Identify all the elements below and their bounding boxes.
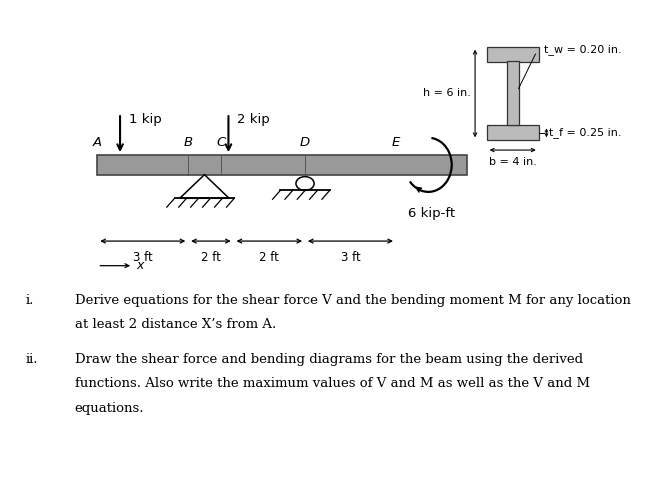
Text: x: x — [136, 259, 143, 272]
Text: t_w = 0.20 in.: t_w = 0.20 in. — [544, 44, 622, 55]
Circle shape — [296, 177, 314, 190]
Text: t_f = 0.25 in.: t_f = 0.25 in. — [549, 127, 622, 138]
Bar — [487, 47, 539, 62]
Text: b = 4 in.: b = 4 in. — [489, 157, 537, 167]
Text: at least 2 distance X’s from A.: at least 2 distance X’s from A. — [75, 318, 276, 331]
Text: ii.: ii. — [26, 353, 38, 366]
Bar — [507, 62, 519, 125]
Text: 1 kip: 1 kip — [129, 113, 161, 126]
Text: 2 kip: 2 kip — [237, 113, 269, 126]
Text: 2 ft: 2 ft — [260, 251, 279, 264]
Text: 6 kip‑ft: 6 kip‑ft — [408, 207, 455, 219]
Text: D: D — [300, 136, 310, 149]
Text: A: A — [93, 136, 102, 149]
Text: 3 ft: 3 ft — [341, 251, 360, 264]
Text: 3 ft: 3 ft — [133, 251, 153, 264]
Text: Derive equations for the shear force V and the bending moment M for any location: Derive equations for the shear force V a… — [75, 294, 631, 307]
Polygon shape — [180, 175, 229, 198]
Text: h = 6 in.: h = 6 in. — [422, 89, 471, 98]
Text: B: B — [184, 136, 193, 149]
Bar — [97, 155, 467, 175]
Text: Draw the shear force and bending diagrams for the beam using the derived: Draw the shear force and bending diagram… — [75, 353, 583, 366]
Text: 2 ft: 2 ft — [201, 251, 221, 264]
Text: i.: i. — [26, 294, 34, 307]
Bar — [487, 125, 539, 140]
Text: E: E — [392, 136, 400, 149]
Text: C: C — [216, 136, 225, 149]
Text: equations.: equations. — [75, 402, 144, 415]
Text: functions. Also write the maximum values of V and M as well as the V and M: functions. Also write the maximum values… — [75, 377, 590, 390]
